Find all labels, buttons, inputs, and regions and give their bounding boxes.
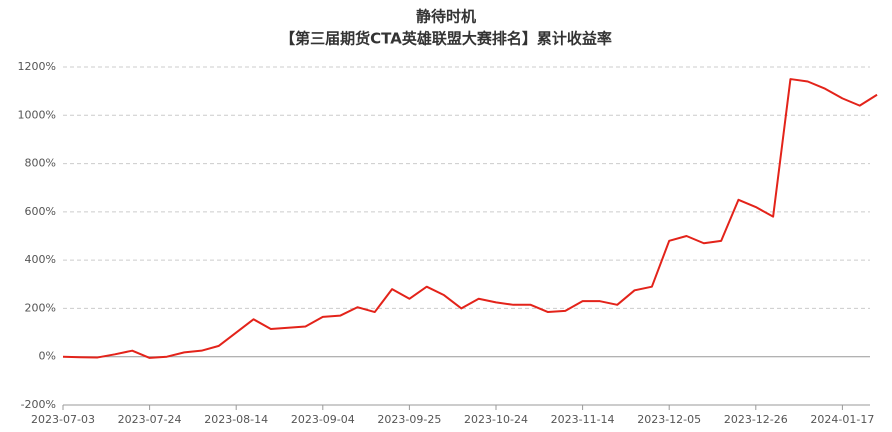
y-tick-label: 1000% xyxy=(18,108,56,121)
x-tick-label: 2023-07-03 xyxy=(31,413,95,426)
x-tick-label: 2023-08-14 xyxy=(204,413,268,426)
chart-title: 静待时机 xyxy=(416,8,476,26)
y-tick-label: -200% xyxy=(21,398,56,411)
y-tick-label: 200% xyxy=(25,301,56,314)
x-tick-label: 2023-09-25 xyxy=(377,413,441,426)
x-tick-label: 2023-11-14 xyxy=(551,413,615,426)
x-tick-label: 2023-10-24 xyxy=(464,413,528,426)
y-tick-label: 800% xyxy=(25,157,56,170)
x-tick-label: 2023-12-26 xyxy=(724,413,788,426)
y-tick-label: 0% xyxy=(39,350,56,363)
x-tick-label: 2023-12-05 xyxy=(637,413,701,426)
y-tick-label: 600% xyxy=(25,205,56,218)
chart-subtitle: 【第三届期货CTA英雄联盟大赛排名】累计收益率 xyxy=(280,30,612,48)
line-series xyxy=(62,78,878,359)
x-tick-label: 2023-07-24 xyxy=(118,413,182,426)
x-tick-label: 2023-09-04 xyxy=(291,413,355,426)
y-tick-label: 1200% xyxy=(18,60,56,73)
y-tick-label: 400% xyxy=(25,253,56,266)
x-tick-label: 2024-01-17 xyxy=(810,413,874,426)
